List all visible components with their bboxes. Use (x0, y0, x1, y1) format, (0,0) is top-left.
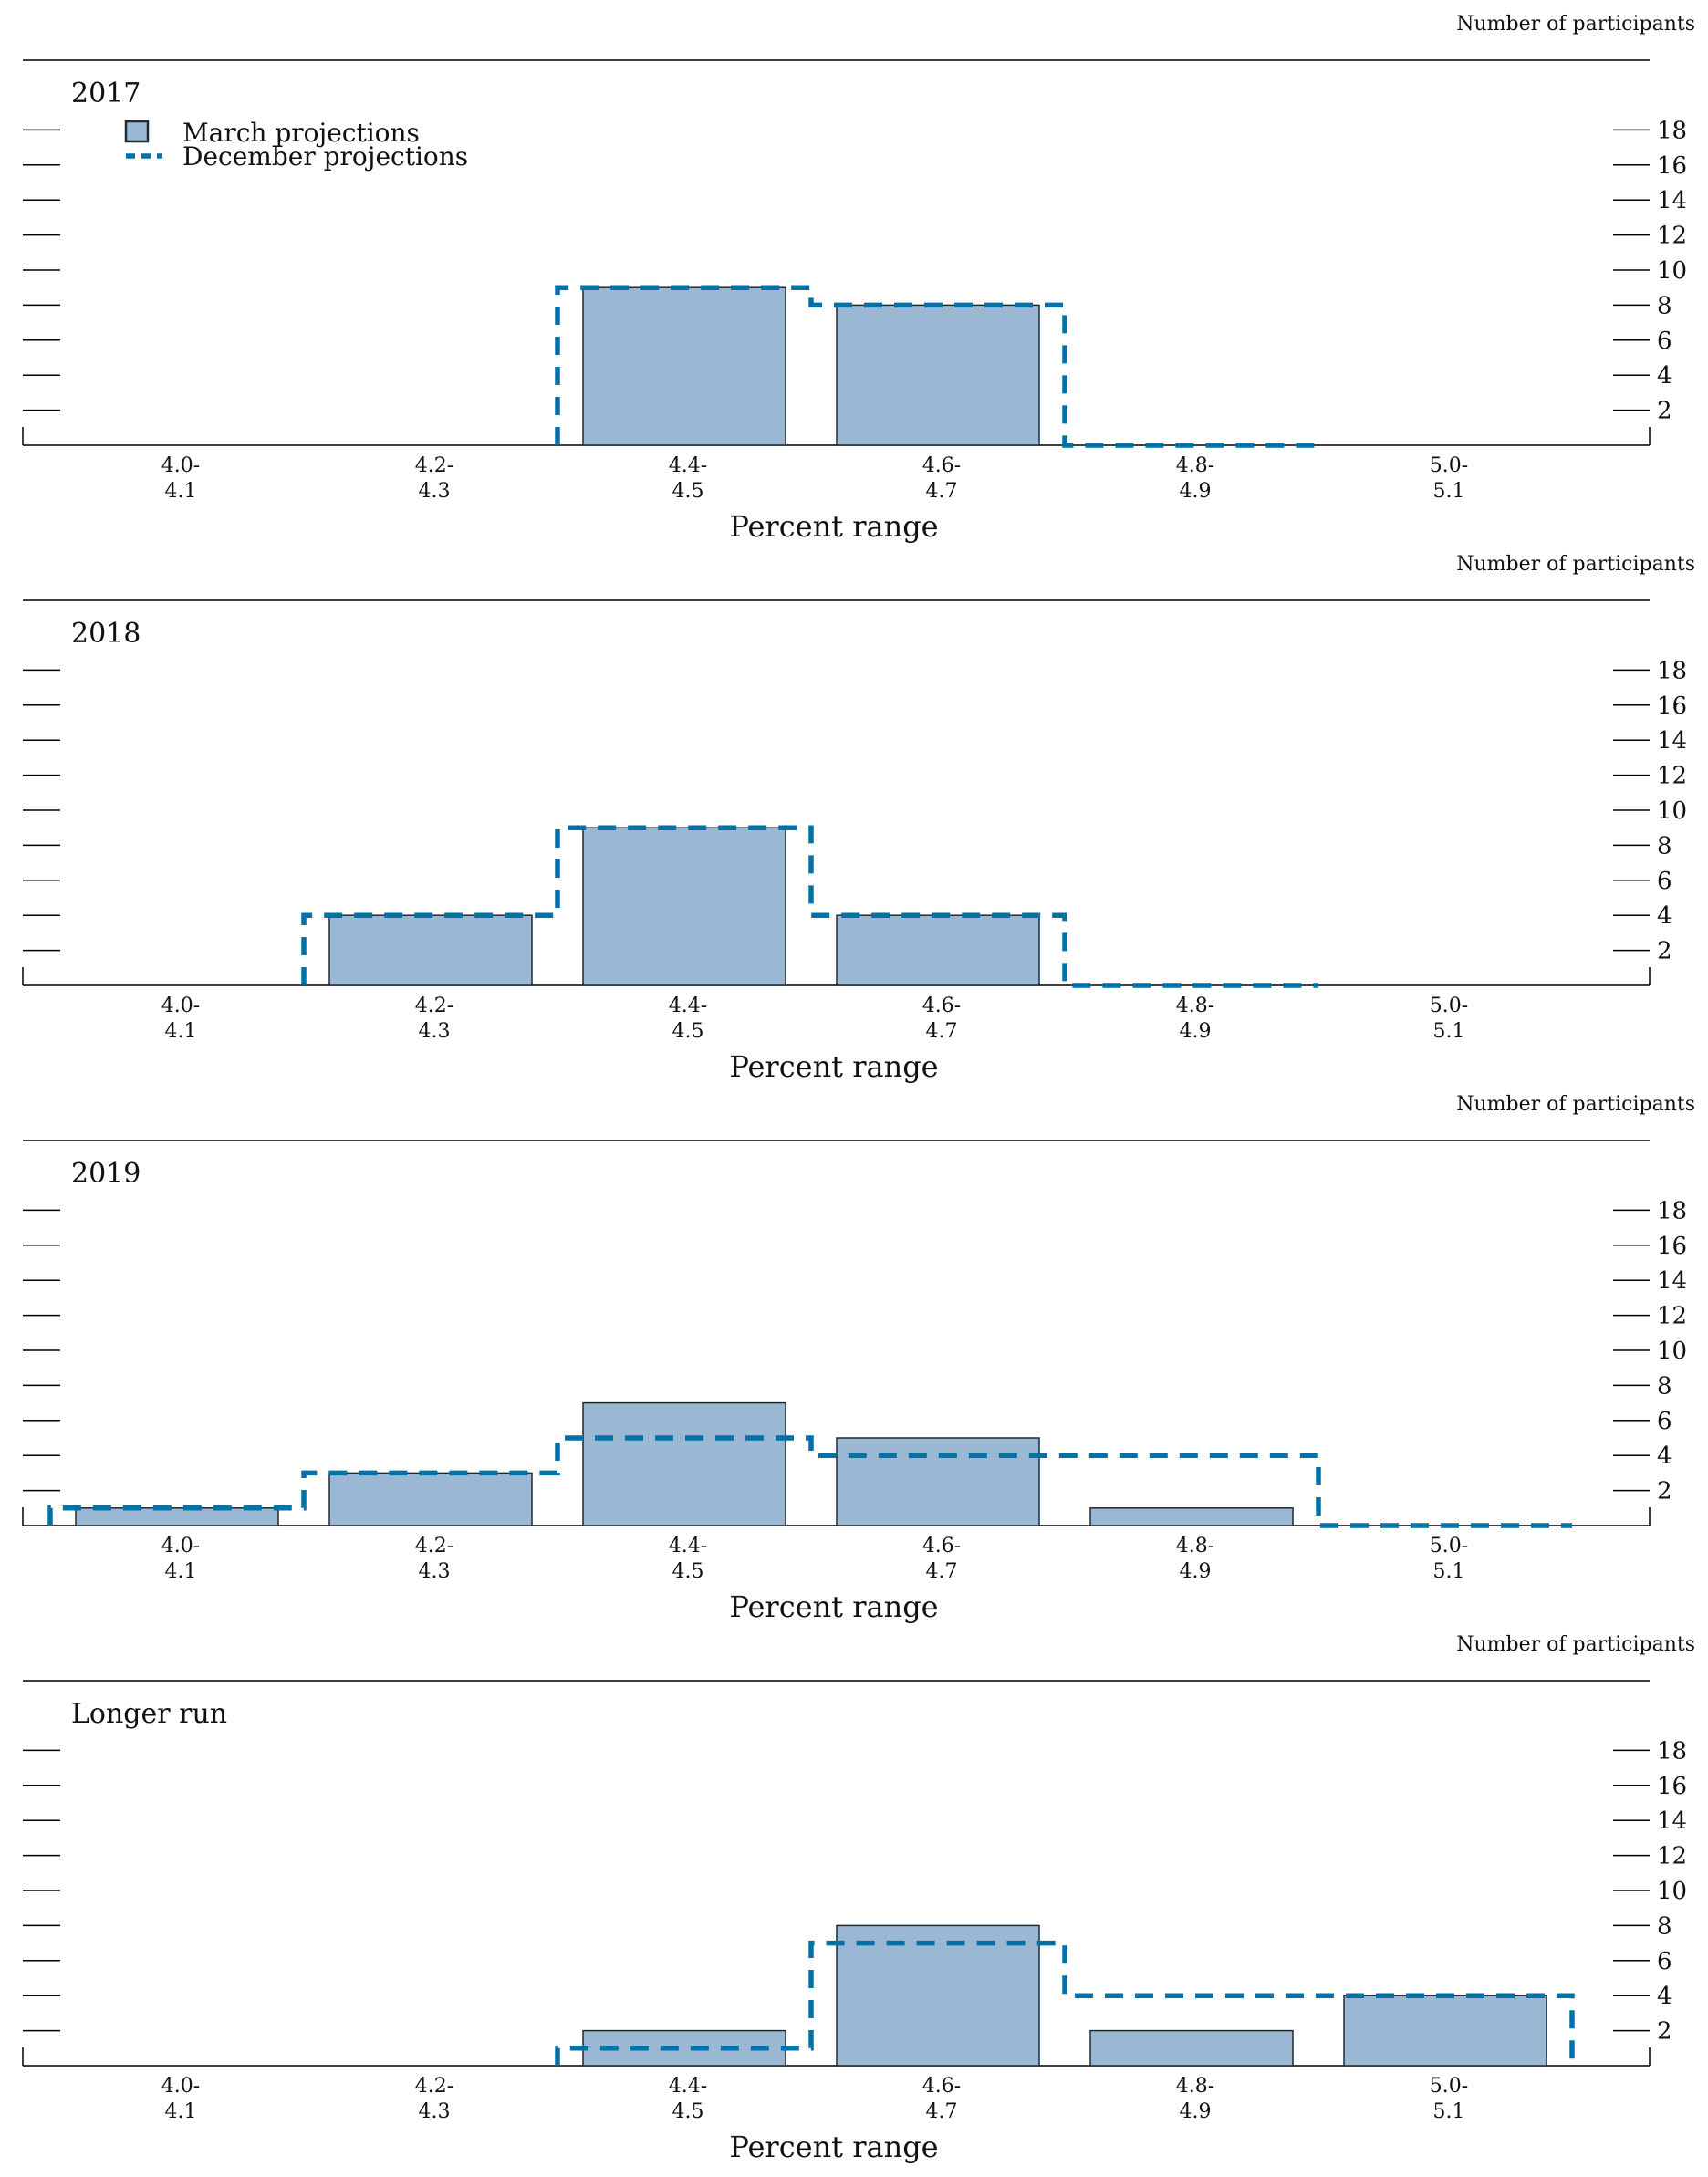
panel-0: Number of participants 2017 2 4 6 8 10 12 14 16 18… (22, 13, 1695, 544)
y-tick-label: 10 (1657, 1338, 1687, 1365)
x-tick-label: 4.2-4.3 (415, 995, 453, 1043)
y-tick-label: 12 (1657, 763, 1687, 790)
y-tick-label: 12 (1657, 223, 1687, 250)
y-tick-label: 8 (1657, 832, 1672, 859)
bar-march (836, 1437, 1040, 1526)
panel-3: Number of participants Longer run 2 4 6 8 10 12… (22, 1633, 1695, 2164)
x-axis-title: Percent range (729, 2130, 938, 2164)
bar-march (75, 1507, 279, 1526)
y-tick-label: 18 (1657, 1737, 1687, 1765)
x-tick-label: 4.4-4.5 (669, 1535, 707, 1583)
y-tick-label: 10 (1657, 257, 1687, 285)
bar-march (836, 914, 1040, 986)
legend-label-december: December projections (182, 141, 468, 172)
x-tick-label: 4.8-4.9 (1176, 2075, 1214, 2123)
x-tick-label: 4.8-4.9 (1176, 995, 1214, 1043)
y-tick-label: 16 (1657, 152, 1687, 180)
y-tick-label: 6 (1657, 1408, 1672, 1435)
bar-march (1343, 1995, 1547, 2067)
y-tick-label: 2 (1657, 938, 1672, 965)
y-axis-title: Number of participants (1456, 1093, 1695, 1116)
bar-march (836, 1924, 1040, 2067)
bar-march (1089, 2029, 1294, 2067)
bar-march (582, 827, 786, 986)
y-tick-label: 10 (1657, 797, 1687, 825)
x-tick-label: 4.6-4.7 (922, 1535, 961, 1583)
y-tick-label: 14 (1657, 187, 1687, 214)
y-tick-label: 12 (1657, 1303, 1687, 1330)
y-tick-label: 14 (1657, 1807, 1687, 1835)
y-tick-label: 14 (1657, 1267, 1687, 1295)
y-tick-label: 16 (1657, 1773, 1687, 1800)
y-tick-label: 2 (1657, 1478, 1672, 1505)
y-tick-label: 10 (1657, 1878, 1687, 1905)
bar-march (582, 286, 786, 446)
y-tick-label: 8 (1657, 1372, 1672, 1400)
x-tick-label: 5.0-5.1 (1430, 2075, 1468, 2123)
x-tick-label: 4.8-4.9 (1176, 1535, 1214, 1583)
y-tick-label: 16 (1657, 1233, 1687, 1260)
bar-march (582, 1401, 786, 1526)
x-tick-label: 4.0-4.1 (161, 1535, 200, 1583)
x-tick-label: 4.4-4.5 (669, 995, 707, 1043)
x-tick-label: 4.6-4.7 (922, 995, 961, 1043)
y-tick-label: 4 (1657, 1443, 1672, 1470)
y-tick-label: 4 (1657, 362, 1672, 390)
y-axis-title: Number of participants (1456, 553, 1695, 576)
x-axis-title: Percent range (729, 1589, 938, 1624)
y-tick-label: 8 (1657, 292, 1672, 319)
panel-title: 2018 (71, 618, 141, 650)
x-axis-title: Percent range (729, 1049, 938, 1084)
panel-title: 2019 (71, 1158, 141, 1190)
bar-march (1089, 1507, 1294, 1526)
x-tick-label: 4.2-4.3 (415, 2075, 453, 2123)
legend-label-march: March projections (182, 118, 420, 148)
x-tick-label: 4.6-4.7 (922, 454, 961, 503)
bar-march (328, 914, 533, 986)
x-tick-label: 4.6-4.7 (922, 2075, 961, 2123)
y-axis-title: Number of participants (1456, 1633, 1695, 1656)
panel-2: Number of participants 2019 2 4 6 8 10 12 14 16 18… (22, 1093, 1695, 1624)
x-tick-label: 4.8-4.9 (1176, 454, 1214, 503)
y-tick-label: 6 (1657, 328, 1672, 355)
x-axis-title: Percent range (729, 509, 938, 544)
legend-swatch-march (124, 120, 150, 143)
x-tick-label: 5.0-5.1 (1430, 1535, 1468, 1583)
y-tick-label: 8 (1657, 1912, 1672, 1940)
y-tick-label: 6 (1657, 868, 1672, 895)
x-tick-label: 5.0-5.1 (1430, 454, 1468, 503)
x-tick-label: 5.0-5.1 (1430, 995, 1468, 1043)
x-tick-label: 4.0-4.1 (161, 995, 200, 1043)
panel-title: 2017 (71, 78, 141, 109)
panel-1: Number of participants 2018 2 4 6 8 10 12 14 16 18… (22, 553, 1695, 1084)
bar-march (836, 304, 1040, 446)
y-tick-label: 6 (1657, 1948, 1672, 1975)
x-tick-label: 4.2-4.3 (415, 454, 453, 503)
y-tick-label: 16 (1657, 693, 1687, 720)
y-tick-label: 12 (1657, 1843, 1687, 1870)
line-december (555, 1940, 1575, 2066)
x-tick-label: 4.0-4.1 (161, 454, 200, 503)
panel-title: Longer run (71, 1698, 227, 1730)
y-tick-label: 2 (1657, 2018, 1672, 2046)
x-tick-label: 4.0-4.1 (161, 2075, 200, 2123)
y-axis-title: Number of participants (1456, 13, 1695, 36)
line-december (47, 1435, 1572, 1528)
bar-march (328, 1472, 533, 1526)
y-tick-label: 2 (1657, 398, 1672, 425)
y-tick-label: 18 (1657, 1197, 1687, 1224)
y-tick-label: 14 (1657, 727, 1687, 755)
x-tick-label: 4.4-4.5 (669, 454, 707, 503)
y-tick-label: 18 (1657, 117, 1687, 144)
y-tick-label: 4 (1657, 902, 1672, 930)
y-tick-label: 4 (1657, 1983, 1672, 2010)
x-tick-label: 4.2-4.3 (415, 1535, 453, 1583)
y-tick-label: 18 (1657, 657, 1687, 684)
x-tick-label: 4.4-4.5 (669, 2075, 707, 2123)
